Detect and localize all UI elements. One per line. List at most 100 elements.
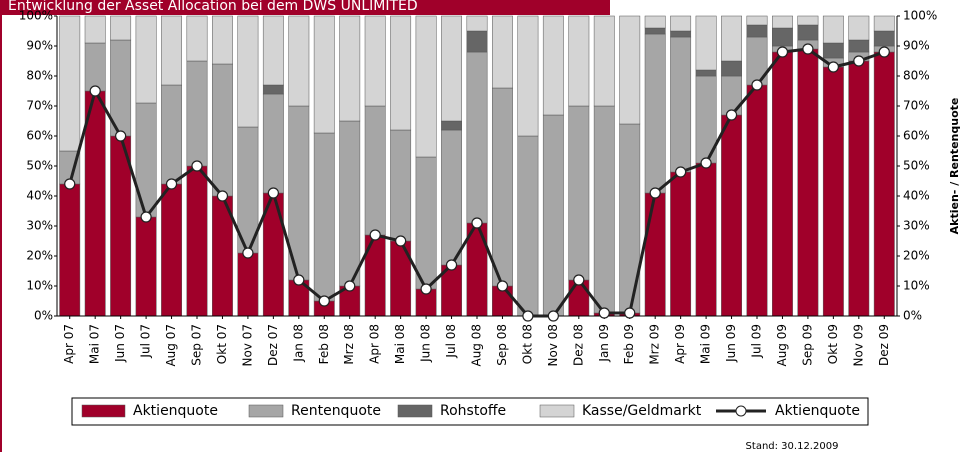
bar-segment bbox=[237, 252, 259, 317]
x-tick-label: Jan 08 bbox=[291, 324, 305, 363]
y2-tick-label: 50% bbox=[903, 159, 930, 173]
legend-label: Aktienquote bbox=[133, 403, 218, 419]
line-marker bbox=[115, 130, 127, 142]
legend-label: Rentenquote bbox=[291, 403, 381, 419]
x-tick-label: Sep 09 bbox=[800, 324, 814, 366]
bar-segment bbox=[161, 15, 182, 86]
line-marker bbox=[776, 46, 789, 58]
bar-segment bbox=[466, 51, 488, 224]
bar-segment bbox=[873, 30, 895, 47]
x-tick-label: Feb 09 bbox=[622, 324, 636, 364]
bar-segment bbox=[262, 15, 284, 86]
x-tick-label: Mrz 08 bbox=[342, 324, 356, 365]
x-tick-label: Nov 09 bbox=[851, 324, 865, 367]
bar-segment bbox=[772, 51, 793, 317]
bar-segment bbox=[619, 15, 641, 125]
bar-segment bbox=[84, 15, 106, 44]
line-marker bbox=[140, 211, 152, 223]
x-tick-label: Apr 09 bbox=[673, 324, 687, 364]
bar-segment bbox=[212, 15, 233, 65]
x-tick-label: Mai 09 bbox=[699, 324, 713, 364]
bar-segment bbox=[441, 129, 462, 266]
line-marker bbox=[165, 178, 178, 190]
line-marker bbox=[191, 160, 203, 172]
x-tick-label: Jul 07 bbox=[139, 324, 153, 359]
line-marker bbox=[827, 61, 839, 73]
legend-label: Kasse/Geldmarkt bbox=[582, 403, 702, 419]
x-tick-label: Jun 08 bbox=[419, 324, 433, 363]
bar-segment bbox=[186, 60, 208, 167]
bar-segment bbox=[848, 39, 870, 53]
bar-segment bbox=[542, 114, 564, 317]
bar-segment bbox=[797, 15, 819, 26]
bar-segment bbox=[873, 15, 895, 32]
bar-segment bbox=[492, 87, 513, 287]
bar-segment bbox=[59, 183, 81, 317]
x-tick-label: Okt 07 bbox=[215, 324, 229, 364]
y-tick-label: 30% bbox=[26, 219, 53, 233]
bar-segment bbox=[670, 171, 692, 317]
line-marker bbox=[522, 310, 534, 322]
bar-segment bbox=[517, 15, 539, 137]
y2-tick-label: 100% bbox=[903, 9, 937, 23]
y-tick-label: 0% bbox=[34, 309, 53, 323]
legend-swatch bbox=[539, 404, 575, 418]
y-tick-label: 40% bbox=[26, 189, 53, 203]
x-tick-label: Nov 08 bbox=[546, 324, 560, 367]
bar-segment bbox=[873, 51, 895, 317]
y-tick-label: 10% bbox=[26, 279, 53, 293]
bar-segment bbox=[262, 84, 284, 95]
line-marker bbox=[878, 46, 890, 58]
bar-segment bbox=[517, 135, 539, 317]
footnote: Stand: 30.12.2009 bbox=[746, 441, 839, 452]
bar-segment bbox=[212, 63, 233, 197]
chart-title: Entwicklung der Asset Allocation bei dem… bbox=[8, 0, 418, 14]
bar-segment bbox=[746, 15, 768, 26]
bar-segment bbox=[339, 15, 361, 122]
y2-axis-label: Aktien- / Rentenquote bbox=[948, 98, 960, 235]
x-tick-label: Jan 09 bbox=[597, 324, 611, 363]
line-marker bbox=[649, 187, 661, 199]
bar-segment bbox=[721, 15, 742, 62]
bar-segment bbox=[313, 132, 335, 302]
bar-segment bbox=[695, 162, 717, 317]
y2-tick-label: 20% bbox=[903, 249, 930, 263]
line-marker bbox=[751, 79, 763, 91]
legend-swatch bbox=[81, 404, 126, 418]
y-tick-label: 90% bbox=[26, 39, 53, 53]
legend-label: Rohstoffe bbox=[440, 403, 506, 419]
x-tick-label: Okt 08 bbox=[520, 324, 534, 364]
x-tick-label: Feb 08 bbox=[317, 324, 331, 364]
bar-segment bbox=[721, 60, 742, 77]
x-tick-label: Dez 08 bbox=[571, 324, 585, 366]
bar-segment bbox=[59, 15, 81, 152]
x-tick-label: Jul 08 bbox=[444, 324, 458, 359]
line-marker bbox=[420, 283, 432, 295]
bar-segment bbox=[441, 15, 462, 122]
x-tick-label: Apr 07 bbox=[62, 324, 76, 364]
bar-segment bbox=[135, 15, 157, 104]
bar-segment bbox=[441, 120, 462, 131]
left-border bbox=[0, 0, 2, 452]
legend-swatch bbox=[248, 404, 284, 418]
bar-segment bbox=[161, 183, 182, 317]
bar-segment bbox=[822, 15, 844, 44]
y-tick-label: 70% bbox=[26, 99, 53, 113]
bar-segment bbox=[721, 114, 742, 317]
y2-tick-label: 30% bbox=[903, 219, 930, 233]
bar-segment bbox=[237, 15, 259, 128]
bar-segment bbox=[670, 30, 692, 38]
line-marker bbox=[445, 259, 458, 271]
bar-segment bbox=[492, 15, 513, 89]
bar-segment bbox=[568, 105, 590, 281]
bar-segment bbox=[84, 42, 106, 92]
bar-segment bbox=[339, 120, 361, 287]
y2-tick-label: 80% bbox=[903, 69, 930, 83]
x-tick-label: Apr 08 bbox=[368, 324, 382, 364]
x-tick-label: Okt 09 bbox=[826, 324, 840, 364]
line-marker bbox=[624, 307, 636, 319]
line-marker bbox=[471, 217, 483, 229]
bar-segment bbox=[364, 15, 386, 107]
y2-tick-label: 0% bbox=[903, 309, 922, 323]
bar-segment bbox=[542, 15, 564, 116]
